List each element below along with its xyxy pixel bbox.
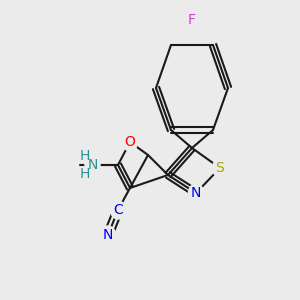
Ellipse shape xyxy=(84,155,101,175)
Text: N: N xyxy=(87,158,98,172)
Ellipse shape xyxy=(188,183,204,203)
Ellipse shape xyxy=(184,10,200,30)
Ellipse shape xyxy=(100,225,116,245)
Text: H: H xyxy=(80,149,90,163)
Text: N: N xyxy=(191,186,201,200)
Ellipse shape xyxy=(110,200,126,220)
Text: F: F xyxy=(188,13,196,27)
Text: S: S xyxy=(216,161,224,175)
Text: N: N xyxy=(103,228,113,242)
Text: C: C xyxy=(113,203,123,217)
Ellipse shape xyxy=(122,132,138,152)
Ellipse shape xyxy=(212,158,228,178)
Text: H: H xyxy=(80,167,90,181)
Ellipse shape xyxy=(79,167,91,182)
Text: O: O xyxy=(124,135,135,149)
Ellipse shape xyxy=(79,148,91,164)
